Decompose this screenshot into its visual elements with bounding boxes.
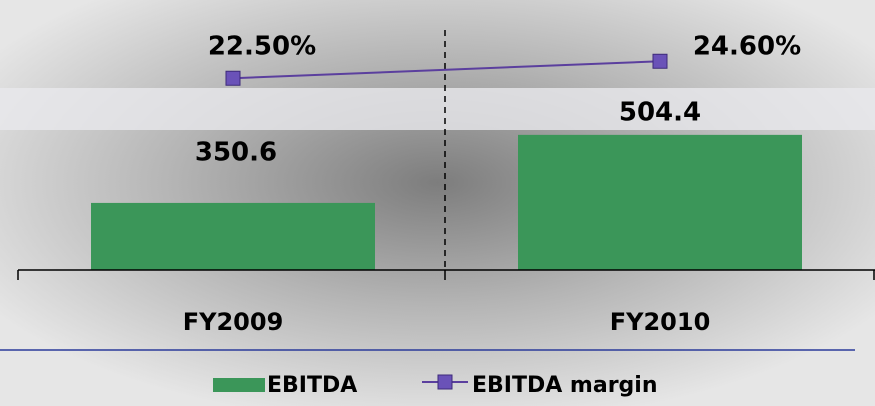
margin-marker — [652, 53, 668, 69]
legend-label: EBITDA — [267, 373, 357, 398]
legend-swatch — [213, 378, 265, 392]
margin-value-label: 24.60% — [693, 32, 801, 62]
bar-value-label: 350.6 — [195, 138, 277, 168]
margin-marker — [225, 70, 241, 86]
legend-marker — [437, 374, 453, 390]
x-tick-label: FY2009 — [183, 308, 284, 336]
x-tick-label: FY2010 — [610, 308, 711, 336]
bar — [518, 134, 802, 270]
margin-value-label: 22.50% — [208, 32, 316, 62]
background-band — [0, 88, 875, 130]
margin-line — [232, 60, 661, 80]
bar-value-label: 504.4 — [619, 98, 701, 128]
bar — [91, 202, 375, 270]
legend-label: EBITDA margin — [472, 373, 658, 398]
